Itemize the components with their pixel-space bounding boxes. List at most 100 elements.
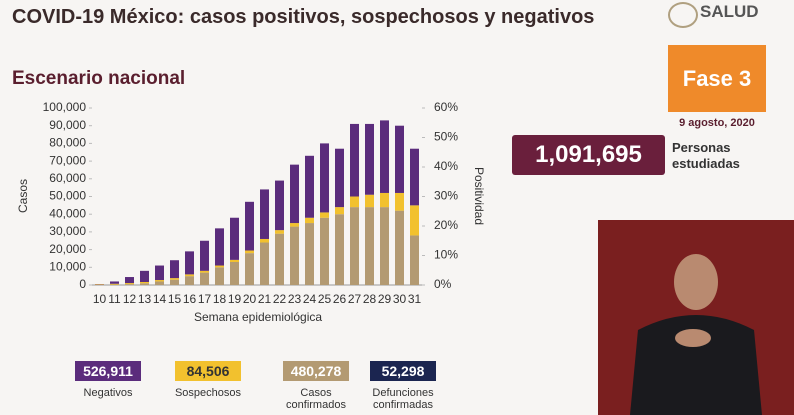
y2-tick-label: 30%: [434, 189, 458, 203]
bar-segment: [185, 274, 194, 277]
summary-total: 84,506: [175, 361, 241, 381]
x-axis-label: Semana epidemiológica: [194, 310, 322, 324]
y-tick-label: 60,000: [49, 171, 86, 185]
bar-segment: [305, 217, 314, 224]
bar-segment: [230, 217, 239, 260]
bar-segment: [275, 230, 284, 234]
bar-segment: [230, 259, 239, 262]
bar-segment: [320, 217, 329, 285]
bar-segment: [140, 281, 149, 284]
y-axis-label: Casos: [16, 179, 30, 213]
x-tick-label: 10: [93, 292, 107, 306]
x-tick-label: 29: [378, 292, 392, 306]
chart: Casos Positividad Semana epidemiológica …: [16, 100, 486, 324]
x-tick-label: 12: [123, 292, 137, 306]
x-tick-label: 23: [288, 292, 302, 306]
bar-segment: [350, 207, 359, 285]
y-tick-label: 80,000: [49, 136, 86, 150]
bar-segment: [350, 123, 359, 197]
person-body: [630, 315, 762, 415]
x-tick-label: 17: [198, 292, 212, 306]
bar-segment: [110, 281, 119, 284]
summary-total: 480,278: [283, 361, 349, 381]
bar-segment: [275, 233, 284, 285]
x-tick-label: 26: [333, 292, 347, 306]
y-tick-label: 0: [79, 277, 86, 291]
bar-segment: [410, 235, 419, 285]
bar-segment: [365, 194, 374, 208]
y2-tick-label: 40%: [434, 159, 458, 173]
x-tick-label: 13: [138, 292, 152, 306]
x-tick-label: 14: [153, 292, 167, 306]
bar-segment: [260, 242, 269, 285]
bar-segment: [260, 238, 269, 243]
date: 9 agosto, 2020: [679, 117, 755, 129]
x-tick-label: 15: [168, 292, 182, 306]
bar-segment: [200, 272, 209, 285]
summary-label: Negativos: [83, 387, 133, 399]
bar-segment: [320, 143, 329, 213]
bar-segment: [170, 278, 179, 280]
bar-segment: [320, 212, 329, 218]
bar-segment: [185, 251, 194, 275]
bar-segment: [335, 214, 344, 285]
subtitle: Escenario nacional: [12, 68, 186, 89]
person-head: [674, 254, 718, 310]
bar-segment: [200, 240, 209, 271]
phase: Fase 3: [668, 45, 766, 112]
y2-tick-label: 0%: [434, 277, 452, 291]
bar-segment: [275, 180, 284, 231]
bar-segment: [290, 164, 299, 224]
y2-tick-label: 60%: [434, 100, 458, 114]
bar-segment: [290, 223, 299, 227]
bar-segment: [230, 261, 239, 285]
bar-segment: [125, 284, 134, 285]
x-tick-label: 27: [348, 292, 362, 306]
x-tick-label: 30: [393, 292, 407, 306]
bar-segment: [305, 155, 314, 218]
bar-segment: [350, 196, 359, 208]
bar-segment: [170, 279, 179, 285]
y-tick-label: 100,000: [43, 100, 87, 114]
x-tick-label: 16: [183, 292, 197, 306]
bar-segment: [365, 207, 374, 285]
title: COVID-19 México: casos positivos, sospec…: [12, 6, 595, 28]
logo: SALUD: [700, 2, 759, 21]
bar-segment: [410, 148, 419, 206]
x-tick-label: 25: [318, 292, 332, 306]
bar-segment: [185, 276, 194, 285]
video-interpreter: [598, 220, 794, 415]
x-tick-label: 22: [273, 292, 287, 306]
bar-segment: [395, 192, 404, 211]
bar-segment: [215, 265, 224, 268]
bar-segment: [380, 192, 389, 208]
studied-label: Personas estudiadas: [672, 140, 740, 171]
x-tick-label: 18: [213, 292, 227, 306]
x-tick-label: 20: [243, 292, 257, 306]
x-tick-label: 31: [408, 292, 422, 306]
bar-segment: [125, 277, 134, 284]
bar-segment: [140, 270, 149, 282]
summary-label: Casos confirmados: [286, 387, 346, 411]
studied-value: 1,091,695: [512, 135, 665, 175]
bar-segment: [110, 283, 119, 285]
x-tick-label: 21: [258, 292, 272, 306]
bar-segment: [140, 283, 149, 285]
x-tick-label: 11: [108, 292, 121, 306]
logo-emblem: [668, 2, 698, 28]
bar-segment: [410, 205, 419, 236]
bar-segment: [245, 253, 254, 285]
x-tick-label: 24: [303, 292, 317, 306]
y2-axis-label: Positividad: [472, 167, 486, 225]
y-tick-label: 40,000: [49, 206, 86, 220]
bar-segment: [365, 123, 374, 195]
summary-label: Sospechosos: [174, 387, 242, 399]
x-tick-label: 28: [363, 292, 377, 306]
bar-segment: [245, 201, 254, 251]
y-tick-label: 90,000: [49, 118, 86, 132]
bar-segment: [395, 125, 404, 193]
bar-segment: [95, 284, 104, 285]
bar-segment: [290, 226, 299, 285]
y-tick-label: 20,000: [49, 242, 86, 256]
